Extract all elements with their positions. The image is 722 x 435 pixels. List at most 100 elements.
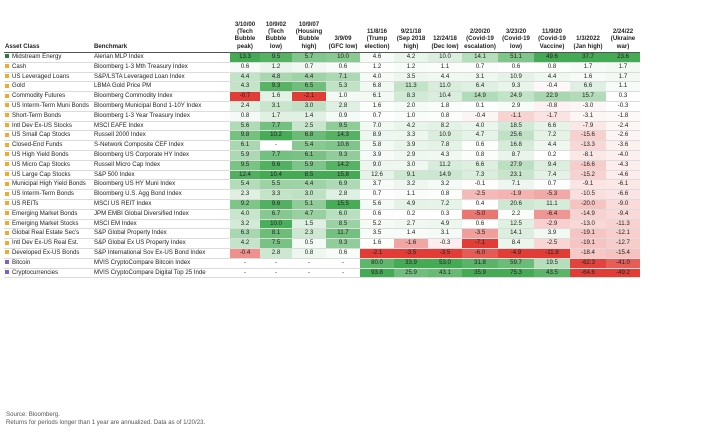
- return-cell: 3.9: [360, 150, 394, 161]
- return-cell: 16.8: [498, 140, 534, 151]
- return-cell: 9.1: [394, 170, 428, 181]
- return-cell: 8.3: [394, 91, 428, 102]
- return-cell: 14.9: [462, 91, 498, 102]
- table-row: Short-Term Bonds Bloomberg 1-3 Year Treas…: [4, 111, 640, 122]
- return-cell: 4.7: [462, 130, 498, 142]
- return-cell: -: [260, 268, 292, 279]
- return-cell: 12.4: [230, 170, 260, 181]
- return-cell: 0.5: [292, 238, 326, 249]
- asset-class-cell: US Leveraged Loans: [4, 72, 93, 83]
- return-cell: -4.3: [606, 160, 640, 171]
- table-row: Cash Bloomberg 1-3 Mth Treasury Index 0.6 1…: [4, 62, 640, 73]
- return-cell: 0.1: [462, 101, 498, 112]
- return-cell: 0.6: [462, 140, 498, 151]
- return-cell: 4.7: [292, 209, 326, 220]
- return-cell: 5.2: [360, 219, 394, 230]
- return-cell: -0.7: [230, 91, 260, 102]
- table-row: Commodity Futures Bloomberg Commodity Ind…: [4, 91, 640, 102]
- return-cell: 4.8: [260, 72, 292, 83]
- return-cell: 6.8: [292, 130, 326, 142]
- row-marker-icon: [5, 220, 9, 225]
- row-marker-icon: [5, 191, 9, 196]
- return-cell: 25.9: [394, 268, 428, 279]
- return-cell: 2.0: [394, 101, 428, 112]
- return-cell: 43.1: [428, 268, 462, 279]
- column-header: 10/9/07 (Housing Bubble high): [292, 6, 326, 53]
- return-cell: -15.2: [570, 170, 606, 181]
- asset-class-cell: Midstream Energy: [4, 52, 93, 63]
- return-cell: 8.9: [360, 130, 394, 142]
- return-cell: 5.6: [230, 121, 260, 132]
- return-cell: 6.6: [462, 160, 498, 171]
- return-cell: 8.4: [498, 238, 534, 249]
- asset-class-cell: US High Yield Bonds: [4, 150, 93, 161]
- return-cell: 0.7: [360, 189, 394, 200]
- column-header: 1/3/2022 (Jan high): [570, 6, 606, 53]
- table-row: Developed Ex-US Bonds S&P International S…: [4, 248, 640, 259]
- return-cell: 0.8: [428, 111, 462, 122]
- return-cell: 6.5: [292, 81, 326, 93]
- return-cell: -3.5: [428, 248, 462, 259]
- benchmark-cell: S&P 500 Index: [93, 170, 230, 181]
- return-cell: 4.2: [394, 121, 428, 132]
- asset-class-cell: Closed-End Funds: [4, 140, 93, 151]
- row-marker-icon: [5, 201, 9, 206]
- row-marker-icon: [5, 132, 9, 137]
- column-header: 10/9/02 (Tech Bubble low): [260, 6, 292, 53]
- row-marker-icon: [5, 240, 9, 245]
- benchmark-cell: Bloomberg Commodity Index: [93, 91, 230, 102]
- return-cell: -1.6: [394, 238, 428, 249]
- return-cell: 1.6: [570, 72, 606, 83]
- return-cell: 5.9: [292, 160, 326, 171]
- return-cell: 1.1: [606, 81, 640, 93]
- return-cell: 1.5: [292, 219, 326, 230]
- return-cell: 3.1: [462, 72, 498, 83]
- return-cell: 9.6: [260, 199, 292, 210]
- asset-class-cell: US Interm-Term Bonds: [4, 189, 93, 200]
- row-marker-icon: [5, 93, 9, 98]
- return-cell: 0.6: [462, 219, 498, 230]
- return-cell: -0.4: [462, 111, 498, 122]
- return-cell: -: [230, 268, 260, 279]
- return-cell: 2.4: [230, 101, 260, 112]
- annualized-note: Returns for periods longer than 1 year a…: [6, 419, 206, 426]
- table-row: Intl Dev Ex-US Real Est. S&P Global Ex US…: [4, 238, 640, 249]
- return-cell: 0.9: [326, 111, 360, 122]
- return-cell: 0.7: [462, 62, 498, 73]
- return-cell: 5.1: [292, 199, 326, 210]
- return-cell: -19.1: [570, 238, 606, 249]
- benchmark-cell: MSCI EAFE Index: [93, 121, 230, 132]
- return-cell: 3.5: [360, 228, 394, 240]
- return-cell: 7.7: [260, 150, 292, 161]
- return-cell: 3.2: [428, 179, 462, 191]
- return-cell: -4.0: [606, 150, 640, 161]
- return-cell: 0.2: [394, 209, 428, 220]
- row-marker-icon: [5, 230, 9, 235]
- benchmark-cell: Alerian MLP Index: [93, 52, 230, 63]
- return-cell: 51.1: [498, 52, 534, 63]
- return-cell: 22.9: [534, 91, 570, 102]
- column-header: 3/10/00 (Tech Bubble peak): [230, 6, 260, 53]
- table-row: US Large Cap Stocks S&P 500 Index 12.4 10.4…: [4, 170, 640, 181]
- return-cell: -13.0: [570, 219, 606, 230]
- return-cell: 0.8: [230, 111, 260, 122]
- row-marker-icon: [5, 250, 9, 255]
- return-cell: 6.7: [260, 209, 292, 220]
- column-header: 3/9/09 (GFC low): [326, 6, 360, 53]
- return-cell: 2.8: [326, 101, 360, 112]
- return-cell: -41.0: [606, 258, 640, 269]
- return-cell: 12.5: [498, 219, 534, 230]
- return-cell: 1.2: [260, 62, 292, 73]
- return-cell: 11.7: [326, 228, 360, 240]
- return-cell: 2.9: [394, 150, 428, 161]
- return-cell: 9.2: [230, 199, 260, 210]
- return-cell: -12.1: [606, 228, 640, 240]
- return-cell: 4.3: [428, 150, 462, 161]
- return-cell: 0.7: [534, 179, 570, 191]
- return-cell: -2.5: [534, 238, 570, 249]
- return-cell: 23.6: [606, 52, 640, 63]
- return-cell: 4.9: [394, 199, 428, 210]
- return-cell: 7.1: [498, 179, 534, 191]
- column-header: Asset Class: [4, 6, 93, 53]
- benchmark-cell: Russell 2000 Index: [93, 130, 230, 142]
